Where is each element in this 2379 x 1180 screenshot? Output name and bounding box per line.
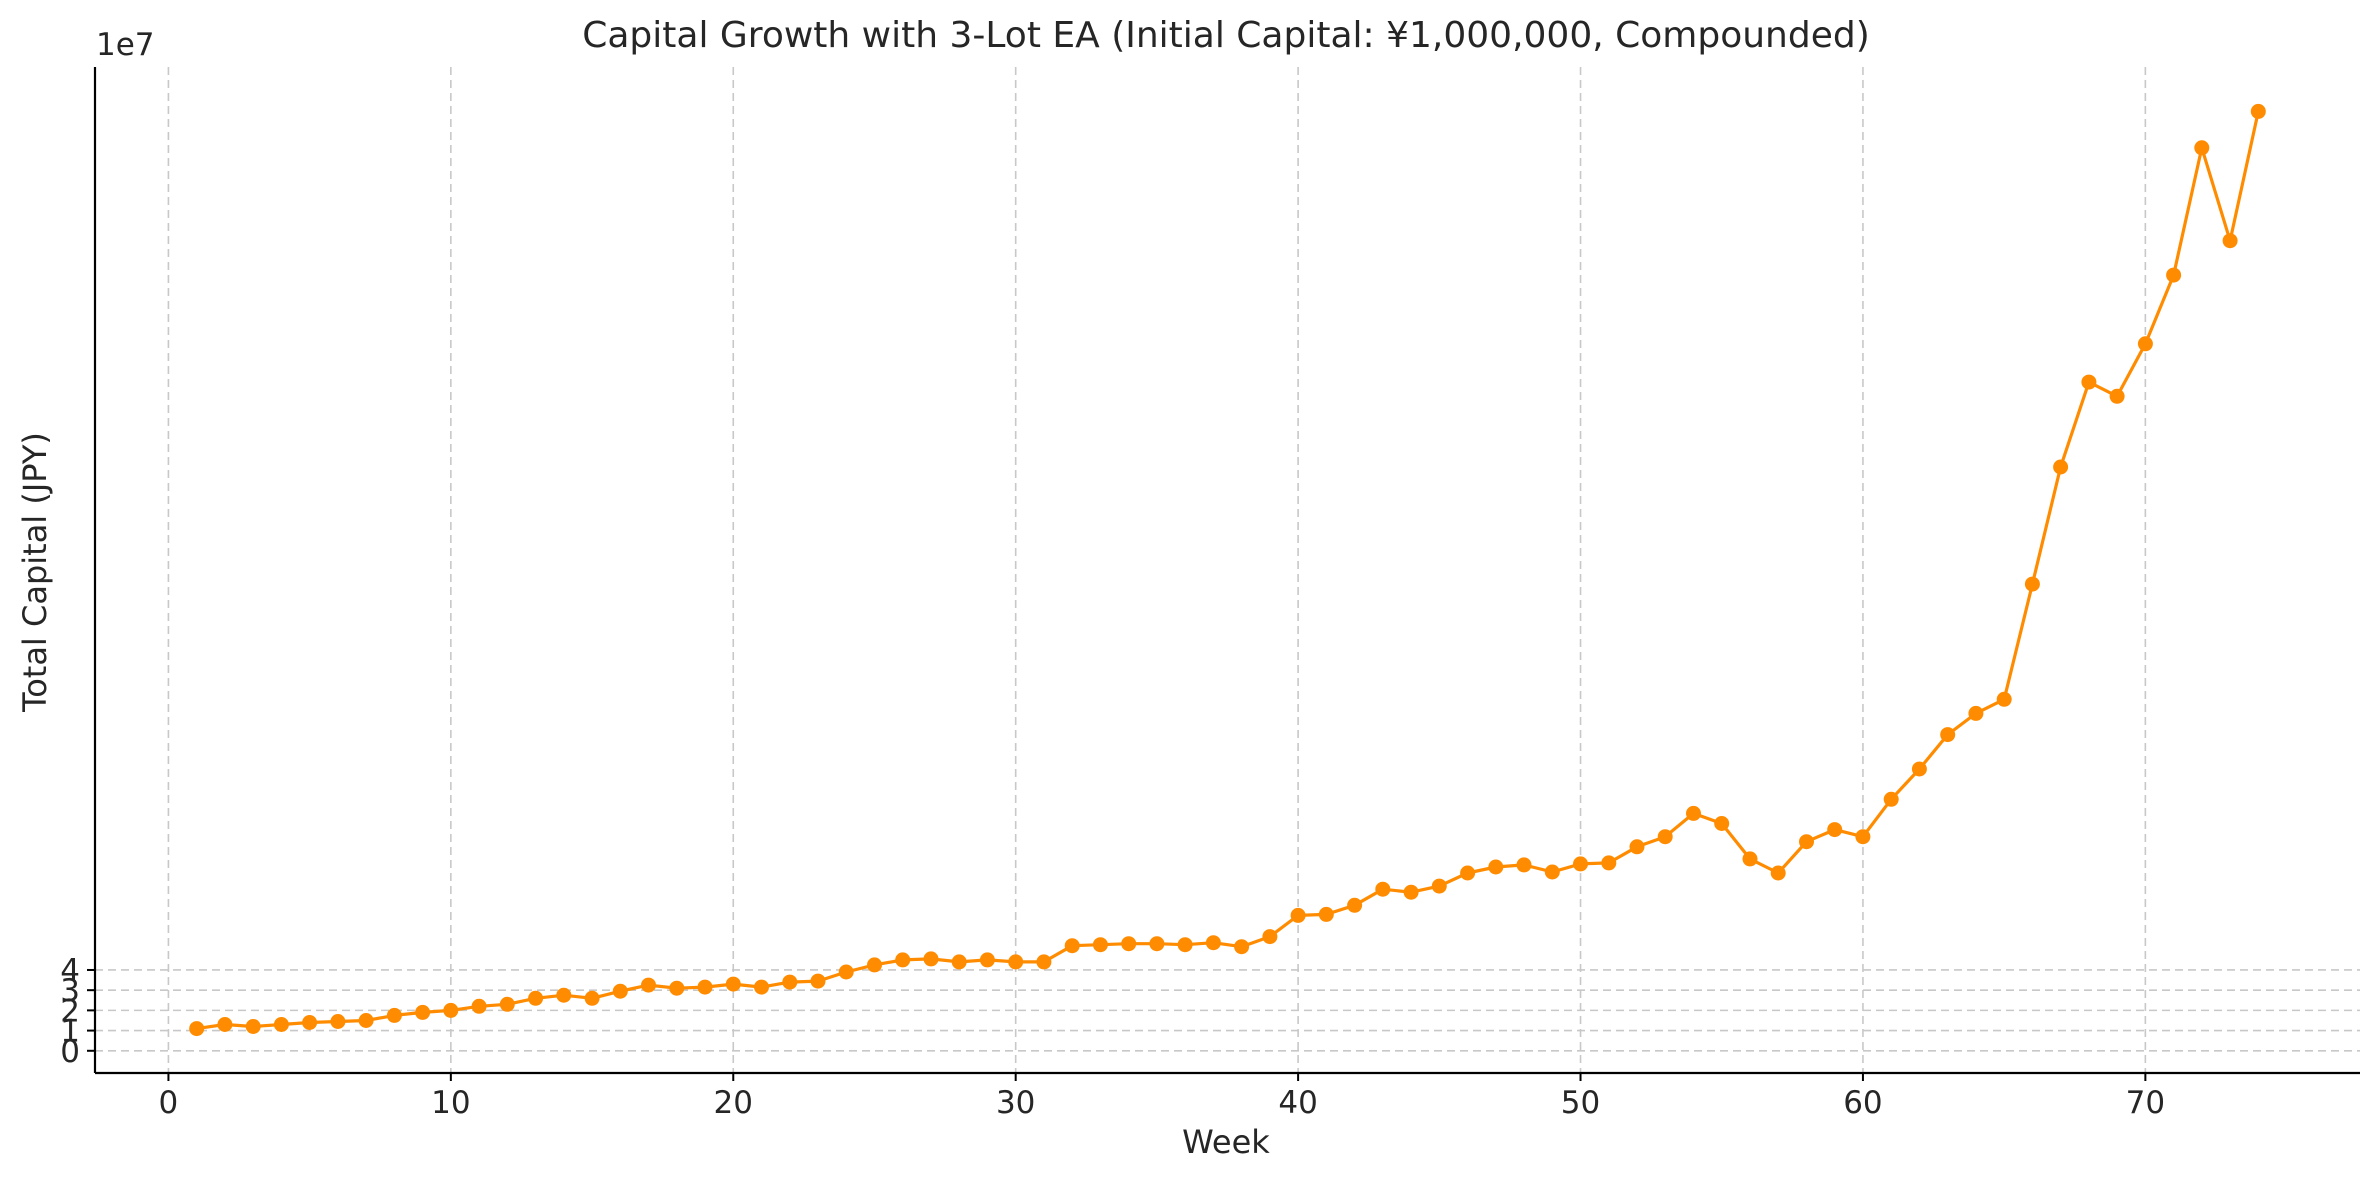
chart-title: Capital Growth with 3-Lot EA (Initial Ca… xyxy=(582,15,1870,56)
data-point xyxy=(1121,936,1137,952)
data-point xyxy=(951,954,967,970)
data-point xyxy=(2222,233,2238,249)
series-line xyxy=(195,109,2260,1031)
data-point xyxy=(1601,855,1617,871)
x-tick-label: 60 xyxy=(1843,1085,1882,1121)
data-point xyxy=(923,951,939,967)
data-point xyxy=(2137,336,2153,352)
data-point xyxy=(358,1013,374,1028)
data-point xyxy=(1431,878,1447,894)
data-point xyxy=(1234,939,1250,955)
data-point xyxy=(725,976,741,992)
y-axis-label: Total Capital (JPY) xyxy=(16,432,54,713)
data-point xyxy=(1940,727,1956,743)
data-point xyxy=(1460,865,1476,881)
y-tick-label: 1 xyxy=(60,1014,80,1050)
data-point xyxy=(612,983,628,999)
y-tick-label: 0 xyxy=(60,1034,80,1070)
data-point xyxy=(2024,576,2040,592)
data-point xyxy=(1318,906,1334,922)
x-tick-label: 10 xyxy=(431,1085,470,1121)
data-point xyxy=(2194,140,2210,156)
data-point xyxy=(1686,805,1701,821)
y-axis-scale-label: 1e7 xyxy=(96,27,155,63)
data-point xyxy=(471,998,487,1014)
data-point xyxy=(1488,859,1504,875)
y-tick-label: 2 xyxy=(60,993,80,1029)
data-point xyxy=(1968,705,1984,721)
y-tick-label: 3 xyxy=(60,973,80,1009)
data-point xyxy=(1262,929,1278,945)
data-point xyxy=(1516,857,1532,873)
data-point xyxy=(386,1007,402,1023)
data-point xyxy=(1177,937,1193,953)
x-tick-label: 0 xyxy=(159,1085,179,1121)
data-point xyxy=(1996,691,2012,707)
data-point xyxy=(1149,936,1165,952)
data-point xyxy=(1205,935,1221,951)
data-point xyxy=(2166,267,2182,283)
data-point xyxy=(2053,459,2069,475)
data-point xyxy=(2109,388,2125,404)
data-point xyxy=(1347,897,1363,913)
data-point xyxy=(330,1014,346,1029)
data-point xyxy=(1827,822,1843,838)
data-point xyxy=(1714,816,1730,831)
data-point xyxy=(1375,881,1391,897)
data-point xyxy=(1629,839,1645,855)
data-point xyxy=(1008,954,1024,970)
gridlines xyxy=(95,67,2360,1073)
data-point xyxy=(669,980,685,996)
x-axis-label: Week xyxy=(1182,1123,1270,1161)
data-point xyxy=(1573,856,1588,872)
x-tick-label: 40 xyxy=(1278,1085,1317,1121)
data-point xyxy=(810,973,826,989)
data-point xyxy=(1883,791,1899,807)
data-point xyxy=(641,977,656,993)
data-point xyxy=(443,1002,459,1018)
x-tick-label: 70 xyxy=(2126,1085,2165,1121)
data-point xyxy=(273,1017,289,1032)
data-point xyxy=(1403,884,1419,900)
data-point xyxy=(2081,374,2097,390)
data-point xyxy=(754,979,769,995)
data-point xyxy=(2250,103,2266,119)
data-point xyxy=(1092,937,1108,953)
data-point xyxy=(867,957,882,973)
x-tick-label: 30 xyxy=(996,1085,1035,1121)
data-point xyxy=(1770,865,1786,881)
x-tick-label: 50 xyxy=(1561,1085,1600,1121)
data-point xyxy=(838,964,854,980)
data-series xyxy=(189,103,2266,1037)
data-point xyxy=(1290,907,1306,923)
data-point xyxy=(1742,851,1758,867)
y-tick-label: 4 xyxy=(60,953,80,989)
data-point xyxy=(1855,829,1871,845)
data-point xyxy=(584,990,600,1006)
data-point xyxy=(697,979,713,995)
data-point xyxy=(782,974,798,990)
data-point xyxy=(217,1017,233,1032)
data-point xyxy=(895,952,911,968)
data-point xyxy=(415,1004,431,1020)
data-point xyxy=(1911,761,1927,777)
data-point xyxy=(302,1015,318,1030)
data-point xyxy=(1544,864,1560,880)
axes-spines xyxy=(93,67,2360,1075)
data-point xyxy=(979,952,995,968)
data-point xyxy=(499,996,515,1012)
data-point xyxy=(1036,954,1052,970)
data-point xyxy=(189,1021,205,1037)
data-point xyxy=(245,1019,261,1034)
data-point xyxy=(1799,834,1814,850)
x-tick-label: 20 xyxy=(714,1085,753,1121)
data-point xyxy=(528,990,544,1006)
data-point xyxy=(1064,938,1080,954)
data-point xyxy=(556,987,572,1003)
data-point xyxy=(1657,829,1673,845)
